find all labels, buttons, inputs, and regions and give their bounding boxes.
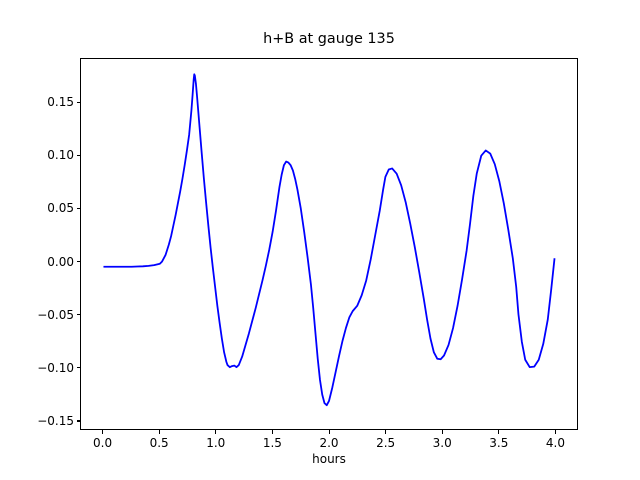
plot-area <box>80 58 578 430</box>
x-tick-label: 0.0 <box>93 436 113 450</box>
x-tick-mark <box>498 430 500 434</box>
y-tick-label: 0.00 <box>47 254 74 269</box>
x-tick-label: 1.5 <box>262 436 282 450</box>
x-tick-label: 1.0 <box>206 436 226 450</box>
x-tick-mark <box>385 430 387 434</box>
x-tick-label: 3.0 <box>432 436 452 450</box>
x-tick-label: 0.5 <box>149 436 169 450</box>
y-tick-mark <box>76 207 80 209</box>
y-tick-label: −0.10 <box>37 360 74 375</box>
y-tick-mark <box>76 367 80 369</box>
x-axis-label: hours <box>312 452 346 466</box>
x-tick-label: 4.0 <box>545 436 565 450</box>
x-tick-mark <box>441 430 443 434</box>
y-tick-mark <box>76 420 80 422</box>
line-series-h-plus-b <box>103 73 556 407</box>
x-tick-mark <box>158 430 160 434</box>
x-tick-mark <box>102 430 104 434</box>
x-tick-label: 2.5 <box>376 436 396 450</box>
x-tick-label: 2.0 <box>319 436 339 450</box>
y-tick-mark <box>76 154 80 156</box>
y-tick-label: 0.10 <box>47 148 74 163</box>
y-tick-mark <box>76 314 80 316</box>
x-tick-mark <box>271 430 273 434</box>
y-tick-label: 0.05 <box>47 201 74 216</box>
x-tick-label: 3.5 <box>489 436 509 450</box>
x-tick-mark <box>328 430 330 434</box>
line-path <box>103 73 556 407</box>
y-tick-mark <box>76 261 80 263</box>
y-tick-label: −0.05 <box>37 307 74 322</box>
y-tick-mark <box>76 101 80 103</box>
y-tick-label: 0.15 <box>47 95 74 110</box>
x-tick-mark <box>215 430 217 434</box>
y-tick-label: −0.15 <box>37 413 74 428</box>
y-axis-tick-labels: −0.15 −0.10 −0.05 0.00 0.05 0.10 0.15 <box>10 0 74 480</box>
chart-title: h+B at gauge 135 <box>263 31 395 47</box>
x-tick-mark <box>554 430 557 434</box>
